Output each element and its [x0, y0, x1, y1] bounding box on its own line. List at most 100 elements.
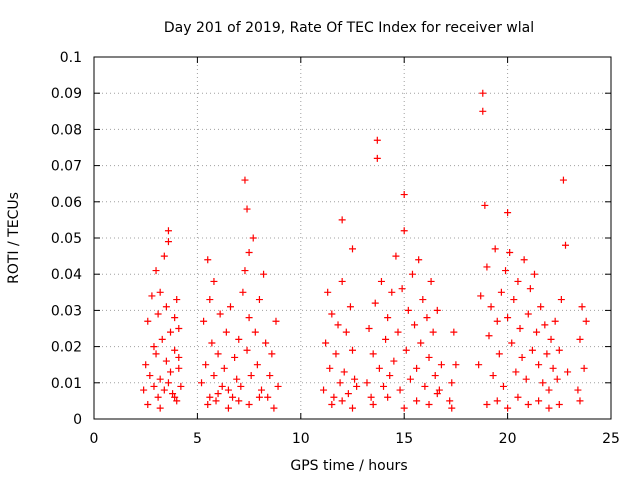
- data-point: [152, 350, 160, 358]
- data-point: [423, 314, 431, 322]
- data-point: [392, 252, 400, 260]
- data-point: [535, 397, 543, 405]
- data-point: [167, 328, 175, 336]
- data-point: [406, 375, 414, 383]
- data-point: [427, 277, 435, 285]
- data-point: [247, 372, 255, 380]
- data-point: [377, 277, 385, 285]
- data-point: [164, 379, 172, 387]
- data-point: [324, 288, 332, 296]
- y-tick-label: 0.03: [51, 303, 82, 319]
- y-tick-label: 0.1: [60, 50, 82, 66]
- data-point: [493, 397, 501, 405]
- data-point: [210, 277, 218, 285]
- data-point: [173, 397, 181, 405]
- data-point: [171, 346, 179, 354]
- data-point: [353, 382, 361, 390]
- data-point: [526, 285, 534, 293]
- data-point: [530, 270, 538, 278]
- data-point: [140, 386, 148, 394]
- y-tick-label: 0.09: [51, 86, 82, 102]
- y-tick-label: 0.07: [51, 159, 82, 175]
- data-point: [373, 136, 381, 144]
- data-point: [198, 379, 206, 387]
- data-point: [154, 393, 162, 401]
- data-point: [334, 321, 342, 329]
- x-tick-label: 15: [395, 431, 413, 447]
- data-point: [226, 303, 234, 311]
- data-point: [557, 296, 565, 304]
- data-point: [448, 404, 456, 412]
- grid-lines: [94, 57, 611, 419]
- data-point: [524, 310, 532, 318]
- data-point: [537, 303, 545, 311]
- data-point: [504, 314, 512, 322]
- data-point: [210, 372, 218, 380]
- data-point: [328, 401, 336, 409]
- y-tick-label: 0: [73, 412, 82, 428]
- data-point: [433, 390, 441, 398]
- data-point: [384, 393, 392, 401]
- data-point: [330, 393, 338, 401]
- data-point: [216, 310, 224, 318]
- x-tick-label: 25: [602, 431, 620, 447]
- data-point: [160, 252, 168, 260]
- data-point: [394, 328, 402, 336]
- x-axis-label: GPS time / hours: [290, 458, 407, 474]
- data-point: [332, 350, 340, 358]
- y-tick-label: 0.05: [51, 231, 82, 247]
- data-point: [499, 382, 507, 390]
- data-point: [562, 241, 570, 249]
- y-axis-label: ROTI / TECUs: [6, 192, 22, 284]
- data-point: [349, 346, 356, 354]
- data-point: [173, 296, 181, 304]
- data-point: [564, 368, 572, 376]
- x-tick-label: 20: [499, 431, 517, 447]
- data-point: [551, 317, 559, 325]
- plot-frame: [93, 56, 612, 420]
- data-point: [479, 107, 487, 115]
- data-point: [411, 321, 419, 329]
- data-point: [255, 393, 263, 401]
- data-point: [402, 346, 410, 354]
- data-point: [243, 346, 251, 354]
- data-point: [148, 292, 156, 300]
- data-point: [367, 393, 375, 401]
- axis-ticks: 0 0.01 0.02 0.03 0.04 0.05 0.06 0.07 0.08 0.09 0.1…: [51, 50, 620, 447]
- data-point: [262, 339, 270, 347]
- data-point: [338, 277, 346, 285]
- data-point: [175, 364, 183, 372]
- data-point: [576, 335, 584, 343]
- data-point: [150, 382, 158, 390]
- data-point: [237, 382, 245, 390]
- data-point: [344, 390, 352, 398]
- data-point: [326, 364, 334, 372]
- data-point: [160, 386, 168, 394]
- data-point: [514, 277, 522, 285]
- data-point: [175, 353, 183, 361]
- data-point: [516, 325, 524, 332]
- data-point: [398, 285, 406, 293]
- data-point: [167, 368, 175, 376]
- data-point: [479, 89, 487, 97]
- data-point: [543, 350, 551, 358]
- data-point: [363, 379, 371, 387]
- data-point: [175, 325, 183, 332]
- data-point: [338, 397, 346, 405]
- data-point: [229, 393, 237, 401]
- data-point: [400, 404, 408, 412]
- data-point: [222, 328, 230, 336]
- data-point: [504, 209, 512, 217]
- data-point: [328, 310, 336, 318]
- data-point: [481, 201, 489, 209]
- data-point: [231, 353, 239, 361]
- data-point: [475, 361, 483, 369]
- data-point: [365, 325, 373, 332]
- data-point: [200, 317, 208, 325]
- data-point: [578, 303, 586, 311]
- data-point: [555, 346, 563, 354]
- data-point: [388, 288, 396, 296]
- x-tick-label: 10: [292, 431, 310, 447]
- data-point: [164, 238, 172, 246]
- data-point: [206, 393, 214, 401]
